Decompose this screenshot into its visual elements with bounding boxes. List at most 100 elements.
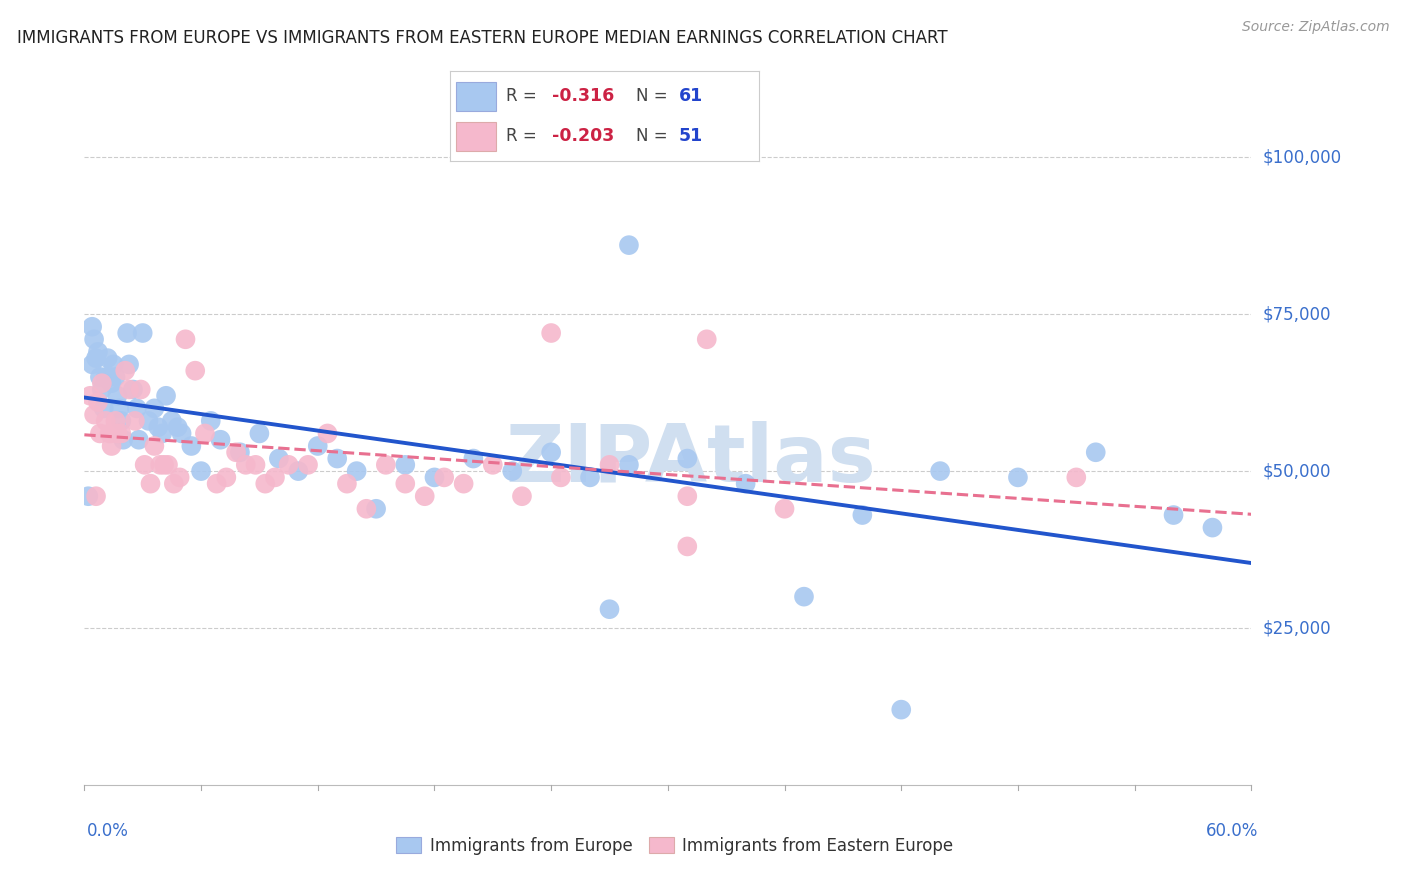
Point — [112, 433, 135, 447]
Point — [93, 401, 115, 416]
Text: $100,000: $100,000 — [1263, 148, 1341, 166]
Point — [100, 376, 122, 391]
Point — [215, 470, 238, 484]
Point — [1007, 470, 1029, 484]
Point — [413, 489, 436, 503]
Point — [264, 470, 287, 484]
Point — [356, 501, 378, 516]
Point — [122, 383, 145, 397]
Point — [599, 458, 621, 472]
Point — [890, 703, 912, 717]
Text: 0.0%: 0.0% — [87, 822, 129, 840]
Point — [107, 426, 129, 441]
Point — [166, 420, 188, 434]
Text: $25,000: $25,000 — [1263, 619, 1331, 637]
Point — [110, 414, 132, 428]
Point — [138, 414, 160, 428]
Point — [617, 458, 640, 472]
Text: N =: N = — [636, 127, 672, 145]
Point — [169, 470, 191, 484]
Point — [97, 351, 120, 365]
Point — [267, 451, 290, 466]
Point — [90, 383, 112, 397]
Point — [366, 501, 388, 516]
Point — [180, 439, 202, 453]
Point — [134, 458, 156, 472]
Text: -0.316: -0.316 — [553, 87, 614, 105]
Point — [599, 602, 621, 616]
Point — [156, 458, 179, 472]
Point — [190, 464, 212, 478]
Point — [87, 344, 110, 359]
Point — [1066, 470, 1088, 484]
Point — [194, 426, 217, 441]
Point — [1084, 445, 1107, 459]
Point — [174, 332, 197, 346]
Point — [84, 489, 107, 503]
Point — [453, 476, 475, 491]
Point — [79, 389, 101, 403]
Point — [115, 326, 138, 340]
Point — [149, 458, 172, 472]
Point — [229, 445, 252, 459]
Text: N =: N = — [636, 87, 672, 105]
Point — [184, 364, 207, 378]
Point — [89, 370, 111, 384]
Point — [129, 383, 152, 397]
Text: R =: R = — [506, 127, 541, 145]
Point — [734, 476, 756, 491]
Point — [118, 358, 141, 372]
Point — [245, 458, 267, 472]
Point — [793, 590, 815, 604]
Point — [676, 489, 699, 503]
Point — [143, 439, 166, 453]
Text: $50,000: $50,000 — [1263, 462, 1331, 480]
Point — [1201, 520, 1223, 534]
Text: $75,000: $75,000 — [1263, 305, 1331, 323]
Point — [124, 414, 146, 428]
Point — [155, 389, 177, 403]
Point — [150, 426, 173, 441]
Point — [139, 476, 162, 491]
Point — [94, 414, 117, 428]
Point — [160, 414, 183, 428]
Point — [287, 464, 309, 478]
Point — [307, 439, 329, 453]
Point — [374, 458, 396, 472]
Point — [90, 376, 112, 391]
Point — [247, 426, 270, 441]
Point — [163, 476, 186, 491]
Point — [676, 540, 699, 554]
Point — [929, 464, 952, 478]
Point — [170, 426, 193, 441]
Point — [94, 370, 117, 384]
Legend: Immigrants from Europe, Immigrants from Eastern Europe: Immigrants from Europe, Immigrants from … — [389, 830, 960, 862]
Point — [104, 370, 127, 384]
Point — [696, 332, 718, 346]
Point — [153, 458, 176, 472]
Point — [346, 464, 368, 478]
Point — [108, 401, 131, 416]
Point — [118, 383, 141, 397]
Point — [336, 476, 359, 491]
Point — [77, 489, 100, 503]
Point — [481, 458, 505, 472]
Point — [89, 426, 111, 441]
Point — [423, 470, 446, 484]
Point — [316, 426, 339, 441]
Text: ZIPAtlas: ZIPAtlas — [506, 420, 876, 499]
Point — [540, 445, 562, 459]
FancyBboxPatch shape — [456, 82, 496, 111]
Point — [83, 332, 105, 346]
Point — [143, 401, 166, 416]
Point — [103, 358, 125, 372]
Point — [676, 451, 699, 466]
Point — [107, 389, 129, 403]
Point — [550, 470, 572, 484]
Point — [148, 420, 170, 434]
FancyBboxPatch shape — [456, 122, 496, 151]
Point — [326, 451, 349, 466]
Point — [579, 470, 602, 484]
Point — [104, 414, 127, 428]
Point — [132, 326, 155, 340]
